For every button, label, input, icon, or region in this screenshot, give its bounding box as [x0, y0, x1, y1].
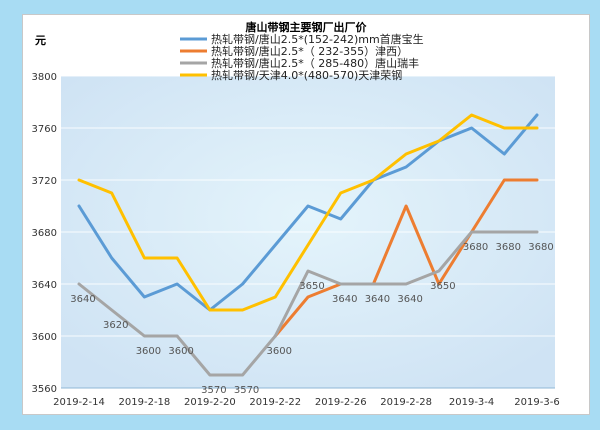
x-tick-label: 2019-3-6 [514, 397, 559, 408]
data-label: 3640 [397, 294, 422, 305]
data-label: 3640 [70, 294, 95, 305]
y-tick-label: 3760 [32, 124, 57, 135]
data-label: 3600 [267, 346, 292, 357]
legend-entry: 热轧带钢/天津4.0*(480-570)天津荣钢 [211, 68, 402, 82]
chart-title: 唐山带钢主要钢厂出厂价 [246, 20, 368, 34]
series-line-2 [273, 178, 539, 338]
y-tick-label: 3800 [32, 72, 57, 83]
series-line-3 [77, 230, 539, 377]
data-label: 3680 [528, 242, 553, 253]
data-label: 3680 [496, 242, 521, 253]
data-label: 3620 [103, 320, 128, 331]
y-axis-unit: 元 [35, 34, 46, 47]
data-label: 3600 [168, 346, 193, 357]
data-label: 3650 [299, 281, 324, 292]
data-label: 3680 [463, 242, 488, 253]
series-line-4 [77, 113, 539, 312]
x-tick-label: 2019-2-18 [119, 397, 171, 408]
x-tick-label: 2019-2-28 [380, 397, 432, 408]
line-chart: 3560 3600 3640 3680 3720 3760 3800 2019-2-14 201… [32, 20, 560, 408]
x-tick-label: 2019-2-22 [249, 397, 301, 408]
data-label: 3600 [136, 346, 161, 357]
legend-entry: 热轧带钢/唐山2.5*（ 285-480）唐山瑞丰 [211, 56, 419, 70]
data-label: 3570 [234, 385, 259, 396]
x-tick-label: 2019-2-20 [184, 397, 236, 408]
data-label: 3650 [430, 281, 455, 292]
y-tick-label: 3640 [32, 280, 57, 291]
series-line-1 [77, 113, 539, 312]
data-label: 3570 [201, 385, 226, 396]
y-tick-label: 3560 [32, 384, 57, 395]
y-tick-label: 3680 [32, 228, 57, 239]
x-tick-label: 2019-2-14 [53, 397, 105, 408]
y-tick-label: 3600 [32, 332, 57, 343]
x-tick-label: 2019-3-4 [449, 397, 494, 408]
data-label: 3640 [365, 294, 390, 305]
legend-entry: 热轧带钢/唐山2.5*(152-242)mm首唐宝生 [211, 32, 424, 46]
y-tick-label: 3720 [32, 176, 57, 187]
x-tick-label: 2019-2-26 [315, 397, 367, 408]
chart-frame: 3560 3600 3640 3680 3720 3760 3800 2019-2-14 201… [22, 14, 590, 415]
legend-entry: 热轧带钢/唐山2.5*（ 232-355）津西） [211, 44, 408, 58]
data-label: 3640 [332, 294, 357, 305]
